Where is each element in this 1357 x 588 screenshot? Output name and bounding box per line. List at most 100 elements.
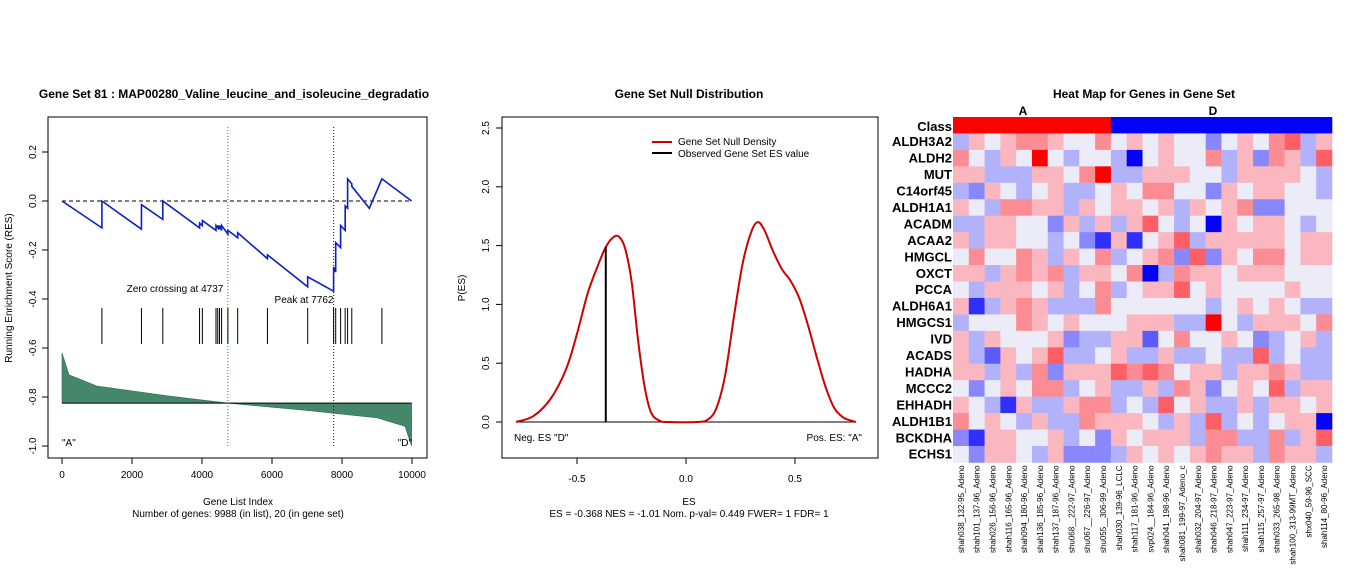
- enrichment-x-label: Gene List Index: [203, 497, 273, 508]
- heatmap-cell: [1126, 182, 1143, 200]
- heatmap-cell: [1221, 199, 1238, 216]
- heatmap-cell: [1079, 429, 1096, 447]
- heatmap-cell: [1000, 347, 1017, 365]
- heatmap-cell: [1253, 363, 1270, 381]
- heatmap-cell: [1142, 396, 1159, 414]
- heatmap-cell: [1300, 347, 1317, 365]
- heatmap-cell: [1126, 281, 1143, 299]
- x-tick-label: 4000: [191, 470, 214, 481]
- heatmap-cell: [1158, 232, 1175, 249]
- heatmap-cell: [1174, 380, 1191, 397]
- heatmap-cell: [1000, 166, 1017, 184]
- class-cell: [1189, 117, 1206, 134]
- sample-label: shah032_204-97_Adeno: [1194, 465, 1203, 553]
- heatmap-cell: [1126, 149, 1143, 167]
- gene-label: HMGCL: [904, 249, 952, 264]
- heatmap-cell: [1063, 215, 1080, 233]
- x-tick-label: -0.5: [568, 474, 586, 485]
- heatmap-cell: [1284, 133, 1301, 151]
- heatmap-cell: [1205, 330, 1222, 348]
- gene-label: ALDH2: [909, 151, 952, 166]
- heatmap-cell: [1095, 248, 1112, 266]
- heatmap-cell: [1063, 182, 1080, 200]
- heatmap-cell: [1126, 446, 1143, 463]
- null-distribution-title: Gene Set Null Distribution: [615, 87, 764, 101]
- heatmap-cell: [1300, 215, 1317, 233]
- heatmap-cell: [1158, 396, 1175, 414]
- heatmap-cell: [968, 232, 985, 249]
- heatmap-cell: [1063, 232, 1080, 249]
- heatmap-cell: [953, 413, 970, 430]
- heatmap-cell: [968, 297, 985, 315]
- heatmap-cell: [1142, 347, 1159, 365]
- heatmap-cell: [1047, 396, 1064, 414]
- heatmap-cell: [1268, 182, 1285, 200]
- heatmap-cell: [1316, 265, 1333, 282]
- heatmap-cell: [1268, 363, 1285, 381]
- heatmap-cell: [1268, 297, 1285, 315]
- heatmap-cell: [1174, 248, 1191, 266]
- y-tick-label: -1.0: [28, 437, 39, 455]
- heatmap-cell: [1000, 330, 1017, 348]
- heatmap-cell: [1031, 297, 1049, 315]
- heatmap-cell: [1142, 413, 1159, 430]
- heatmap-cell: [1284, 232, 1301, 249]
- x-tick-label: 0: [59, 470, 65, 481]
- heatmap-cell: [1174, 330, 1191, 348]
- heatmap-cell: [1316, 248, 1333, 266]
- heatmap-cell: [1110, 199, 1128, 216]
- enrichment-x-ticks: 0 2000 4000 6000 8000 10000: [59, 458, 426, 481]
- heatmap-cell: [1253, 347, 1270, 365]
- heatmap-cell: [1253, 380, 1270, 397]
- heatmap-cell: [1158, 330, 1175, 348]
- heatmap-cell: [968, 182, 985, 200]
- heatmap-cell: [1253, 232, 1270, 249]
- heatmap-cell: [1110, 380, 1128, 397]
- heatmap-cell: [1189, 446, 1206, 463]
- left-corner-label: "A": [62, 438, 76, 449]
- heatmap-cell: [1031, 429, 1049, 447]
- legend-observed-label: Observed Gene Set ES value: [678, 149, 810, 160]
- heatmap-cell: [1031, 380, 1049, 397]
- heatmap-cell: [1126, 232, 1143, 249]
- class-cell: [1253, 117, 1270, 134]
- heatmap-cell: [953, 330, 970, 348]
- heatmap-cell: [1268, 248, 1285, 266]
- heatmap-cell: [953, 347, 970, 365]
- heatmap-cell: [1174, 281, 1191, 299]
- heatmap-cell: [1126, 248, 1143, 266]
- heatmap-cell: [1316, 363, 1333, 381]
- heatmap-cell: [1221, 330, 1238, 348]
- heatmap-cell: [1174, 215, 1191, 233]
- heatmap-cell: [1221, 429, 1238, 447]
- heatmap-cell: [1174, 446, 1191, 463]
- heatmap-cell: [1174, 182, 1191, 200]
- heatmap-cell: [1079, 297, 1096, 315]
- heatmap-cell: [1158, 446, 1175, 463]
- heatmap-cell: [1000, 133, 1017, 151]
- heatmap-cell: [1142, 281, 1159, 299]
- heatmap-cell: [1284, 363, 1301, 381]
- heatmap-cell: [953, 133, 970, 151]
- heatmap-cell: [1268, 330, 1285, 348]
- heatmap-cell: [968, 133, 985, 151]
- heatmap-cell: [1016, 149, 1033, 167]
- enrichment-plot-panel: Gene Set 81 : MAP00280_Valine_leucine_an…: [4, 87, 429, 520]
- positive-es-label: Pos. ES: "A": [807, 433, 863, 444]
- heatmap-cell: [1189, 265, 1206, 282]
- enrichment-plot-title: Gene Set 81 : MAP00280_Valine_leucine_an…: [39, 87, 429, 101]
- heatmap-cell: [1110, 347, 1128, 365]
- heatmap-cell: [1095, 215, 1112, 233]
- x-tick-label: 2000: [121, 470, 144, 481]
- heatmap-cell: [1047, 232, 1064, 249]
- heatmap-cell: [1300, 149, 1317, 167]
- y-tick-label: -0.2: [28, 241, 39, 259]
- heatmap-cell: [984, 429, 1001, 447]
- heatmap-cell: [1110, 396, 1128, 414]
- heatmap-cell: [1079, 396, 1096, 414]
- heatmap-cell: [1063, 281, 1080, 299]
- heatmap-cell: [1189, 248, 1206, 266]
- sample-label: shah115_257-97_Adeno: [1257, 465, 1266, 553]
- gene-label: EHHADH: [896, 397, 952, 412]
